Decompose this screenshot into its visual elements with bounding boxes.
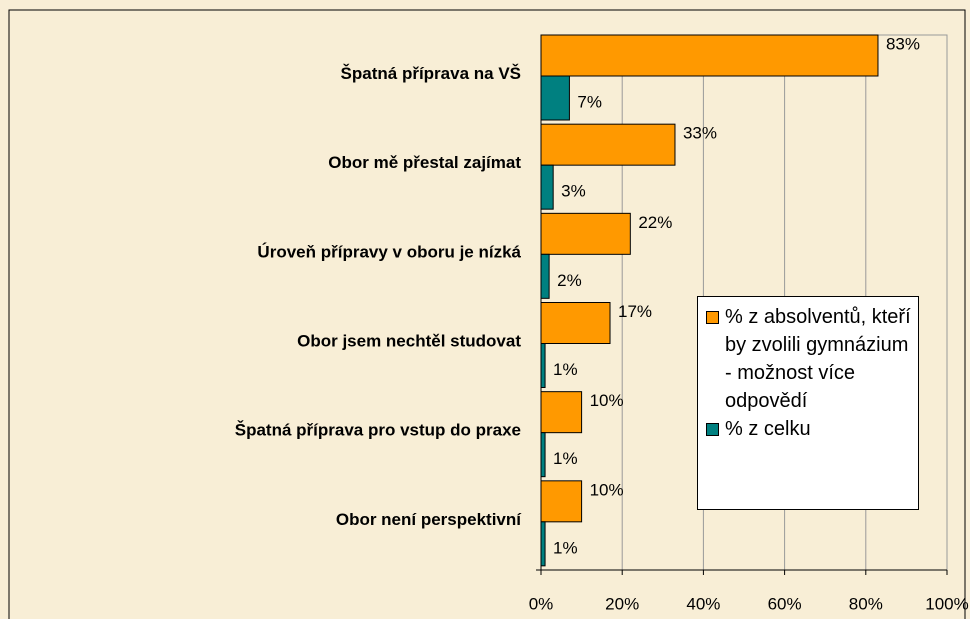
data-label: 33%	[683, 124, 717, 143]
bar	[540, 75, 570, 121]
frame	[8, 9, 966, 619]
y-tick-label: Špatná příprava na VŠ	[341, 64, 521, 83]
legend-label: % z absolventů, kteří by zvolili gymnázi…	[725, 306, 911, 412]
bar	[540, 164, 554, 210]
data-label: 10%	[590, 391, 624, 410]
x-tick-label: 80%	[849, 594, 883, 613]
bar	[540, 480, 583, 523]
y-tick-label: Úroveň přípravy v oboru je nízká	[257, 242, 521, 261]
legend: % z absolventů, kteří by zvolili gymnázi…	[697, 296, 919, 510]
x-tick-label: 100%	[925, 594, 968, 613]
bar	[540, 212, 631, 255]
data-label: 17%	[618, 302, 652, 321]
legend-label: % z celku	[725, 418, 811, 440]
y-tick-label: Obor mě přestal zajímat	[328, 153, 521, 172]
bar	[540, 302, 611, 344]
legend-item: % z absolventů, kteří by zvolili gymnázi…	[706, 303, 912, 415]
data-label: 83%	[886, 34, 920, 53]
y-tick-label: Obor jsem nechtěl studovat	[297, 332, 521, 351]
x-tick-label: 20%	[605, 594, 639, 613]
bar	[540, 343, 546, 388]
x-tick-label: 0%	[529, 594, 554, 613]
data-label: 10%	[590, 480, 624, 499]
bar	[540, 521, 546, 567]
legend-swatch	[706, 311, 719, 324]
data-label: 3%	[561, 182, 586, 201]
bar	[540, 391, 583, 434]
data-label: 1%	[553, 449, 578, 468]
y-tick-label: Špatná příprava pro vstup do praxe	[235, 421, 521, 440]
data-label: 7%	[577, 92, 602, 111]
data-label: 1%	[553, 360, 578, 379]
bar	[540, 253, 550, 299]
legend-swatch	[706, 423, 719, 436]
x-tick-label: 60%	[768, 594, 802, 613]
bar	[540, 123, 676, 166]
legend-item: % z celku	[706, 415, 912, 443]
bar	[540, 34, 879, 77]
x-tick-label: 40%	[686, 594, 720, 613]
data-label: 22%	[638, 213, 672, 232]
data-label: 2%	[557, 271, 582, 290]
y-tick-label: Obor není perspektivní	[336, 510, 522, 529]
data-label: 1%	[553, 538, 578, 557]
bar	[540, 432, 546, 478]
